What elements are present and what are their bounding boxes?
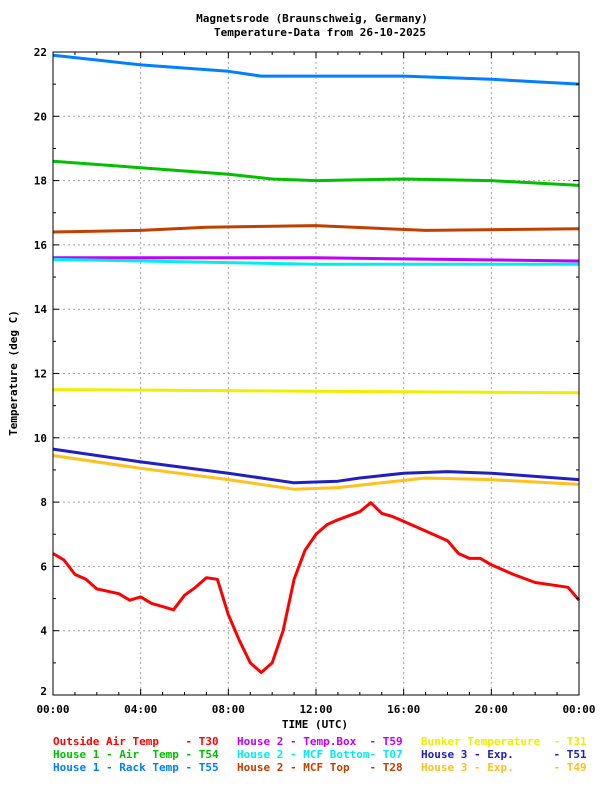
x-axis-label: TIME (UTC) [282, 718, 348, 731]
legend-entry: House 3 - Exp. - T51 [421, 748, 587, 761]
series-line [52, 224, 580, 234]
y-tick-label: 2 [40, 685, 47, 698]
x-tick-label: 20:00 [475, 703, 508, 716]
legend-entry: House 1 - Air Temp - T54 [53, 748, 219, 761]
legend-entry: Bunker Temperature - T31 [421, 735, 587, 748]
series-line [52, 257, 579, 266]
legend-entry: House 2 - Temp.Box - T59 [237, 735, 403, 748]
y-tick-label: 22 [34, 46, 47, 59]
y-tick-label: 16 [34, 239, 48, 252]
x-tick-label: 12:00 [299, 703, 332, 716]
y-tick-label: 8 [40, 496, 47, 509]
series-line [52, 159, 580, 187]
y-tick-label: 18 [34, 175, 47, 188]
y-tick-label: 20 [34, 110, 47, 123]
series-line [52, 501, 581, 674]
legend-entry: Outside Air Temp - T30 [53, 735, 219, 748]
series-line [52, 454, 580, 491]
legend-entry: House 2 - MCF Bottom- T07 [237, 748, 403, 761]
x-tick-label: 16:00 [387, 703, 420, 716]
series-line [52, 447, 580, 485]
y-tick-label: 4 [40, 625, 47, 638]
y-axis-label: Temperature (deg C) [7, 310, 20, 436]
x-tick-label: 08:00 [212, 703, 245, 716]
series-line [52, 388, 580, 395]
chart-title-line-1: Magnetsrode (Braunschweig, Germany) [196, 12, 428, 25]
series-line [52, 53, 580, 86]
y-tick-label: 12 [34, 368, 47, 381]
legend-entry: House 3 - Exp. - T49 [421, 761, 587, 774]
y-tick-label: 6 [40, 560, 47, 573]
grid [53, 52, 579, 695]
x-tick-label: 00:00 [36, 703, 69, 716]
y-tick-label: 10 [34, 432, 47, 445]
y-tick-label: 14 [34, 303, 48, 316]
chart-title-line-2: Temperature-Data from 26-10-2025 [214, 26, 426, 39]
legend-entry: House 2 - MCF Top - T28 [237, 761, 403, 774]
x-tick-label: 04:00 [124, 703, 157, 716]
legend-entry: House 1 - Rack Temp - T55 [53, 761, 219, 774]
series-line [53, 256, 580, 263]
x-tick-label: 00:00 [562, 703, 595, 716]
series-lines [52, 53, 581, 674]
ticks: 2 4 6 8 10 12 14 16 18 20 22 00:00 04:00 08:00 12:00 16… [34, 46, 596, 716]
